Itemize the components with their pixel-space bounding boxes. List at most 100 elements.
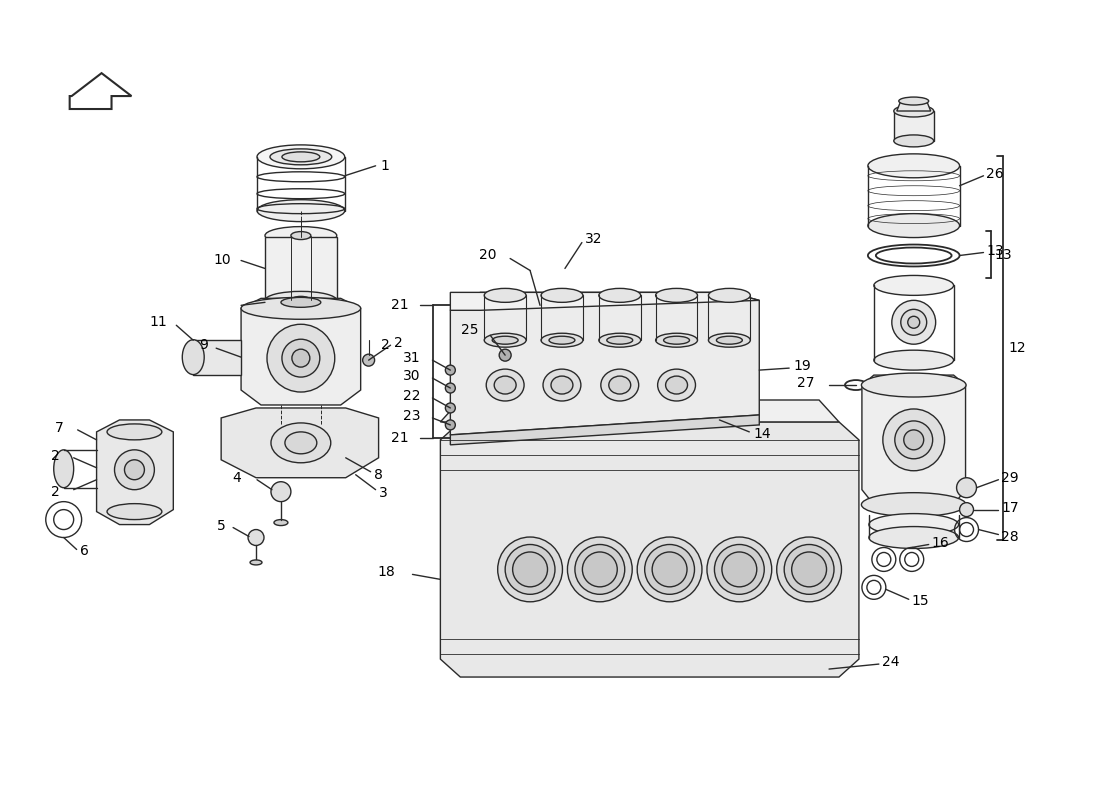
Ellipse shape — [656, 288, 697, 302]
Ellipse shape — [513, 552, 548, 587]
Ellipse shape — [486, 369, 524, 401]
Ellipse shape — [568, 537, 632, 602]
Ellipse shape — [541, 288, 583, 302]
Text: 14: 14 — [754, 427, 771, 441]
Ellipse shape — [549, 336, 575, 344]
Ellipse shape — [714, 545, 764, 594]
Text: 28: 28 — [1001, 530, 1019, 543]
Text: 16: 16 — [932, 535, 949, 550]
Text: 23: 23 — [403, 409, 420, 423]
Circle shape — [446, 403, 455, 413]
Text: 19: 19 — [793, 359, 811, 373]
Ellipse shape — [777, 537, 842, 602]
Ellipse shape — [637, 537, 702, 602]
Ellipse shape — [575, 545, 625, 594]
Ellipse shape — [894, 421, 933, 458]
Ellipse shape — [497, 537, 562, 602]
Ellipse shape — [494, 376, 516, 394]
Ellipse shape — [484, 288, 526, 302]
Circle shape — [271, 482, 290, 502]
Text: 17: 17 — [1001, 501, 1019, 514]
Ellipse shape — [598, 334, 640, 347]
Polygon shape — [450, 292, 759, 310]
Ellipse shape — [656, 334, 697, 347]
Ellipse shape — [241, 298, 361, 319]
Ellipse shape — [267, 324, 334, 392]
Ellipse shape — [601, 369, 639, 401]
Ellipse shape — [505, 545, 556, 594]
Ellipse shape — [645, 545, 694, 594]
Text: 29: 29 — [1001, 470, 1019, 485]
Ellipse shape — [257, 145, 344, 169]
Ellipse shape — [869, 514, 958, 535]
Ellipse shape — [257, 200, 344, 222]
Ellipse shape — [107, 424, 162, 440]
Text: 12: 12 — [1009, 341, 1026, 355]
Text: 5: 5 — [218, 518, 227, 533]
Ellipse shape — [282, 339, 320, 377]
Text: 13: 13 — [994, 247, 1012, 262]
Text: 15: 15 — [912, 594, 930, 608]
Ellipse shape — [183, 340, 205, 374]
Ellipse shape — [285, 432, 317, 454]
Ellipse shape — [54, 450, 74, 488]
Text: 2: 2 — [394, 336, 403, 350]
Text: 7: 7 — [55, 421, 64, 435]
Ellipse shape — [908, 316, 920, 328]
Text: 21: 21 — [390, 431, 408, 445]
Ellipse shape — [265, 291, 337, 310]
Ellipse shape — [541, 334, 583, 347]
Ellipse shape — [292, 349, 310, 367]
Ellipse shape — [792, 552, 826, 587]
Ellipse shape — [608, 376, 630, 394]
Ellipse shape — [543, 369, 581, 401]
Ellipse shape — [265, 226, 337, 245]
Circle shape — [446, 420, 455, 430]
Ellipse shape — [484, 334, 526, 347]
Circle shape — [499, 349, 512, 361]
Ellipse shape — [861, 373, 966, 397]
Text: 9: 9 — [199, 338, 208, 352]
Text: 32: 32 — [585, 231, 603, 246]
Ellipse shape — [708, 288, 750, 302]
Ellipse shape — [707, 537, 772, 602]
Text: 2: 2 — [51, 449, 59, 463]
Text: 18: 18 — [377, 566, 396, 579]
Text: 13: 13 — [987, 243, 1004, 258]
Ellipse shape — [901, 310, 926, 335]
Text: 10: 10 — [213, 254, 231, 267]
Ellipse shape — [107, 504, 162, 519]
Ellipse shape — [868, 154, 959, 178]
Ellipse shape — [869, 526, 958, 549]
Ellipse shape — [904, 430, 924, 450]
Text: 25: 25 — [461, 323, 478, 338]
Ellipse shape — [607, 336, 632, 344]
Circle shape — [959, 502, 974, 517]
Ellipse shape — [716, 336, 742, 344]
Text: 6: 6 — [79, 545, 88, 558]
Polygon shape — [450, 415, 759, 445]
Polygon shape — [896, 101, 931, 111]
Text: 1: 1 — [381, 159, 389, 173]
Ellipse shape — [271, 423, 331, 462]
Bar — [265, 237, 337, 302]
Ellipse shape — [873, 275, 954, 295]
Text: 2: 2 — [381, 338, 389, 352]
Ellipse shape — [894, 135, 934, 147]
Ellipse shape — [290, 296, 311, 304]
Ellipse shape — [868, 214, 959, 238]
Ellipse shape — [250, 560, 262, 565]
Polygon shape — [69, 73, 132, 109]
Ellipse shape — [598, 288, 640, 302]
Text: 22: 22 — [403, 389, 420, 403]
Text: 11: 11 — [150, 315, 167, 330]
Text: 4: 4 — [232, 470, 241, 485]
Ellipse shape — [861, 493, 966, 517]
Circle shape — [363, 354, 375, 366]
Ellipse shape — [551, 376, 573, 394]
Ellipse shape — [666, 376, 688, 394]
Ellipse shape — [290, 231, 311, 239]
Text: 2: 2 — [51, 485, 59, 498]
Ellipse shape — [892, 300, 936, 344]
Polygon shape — [194, 340, 241, 375]
